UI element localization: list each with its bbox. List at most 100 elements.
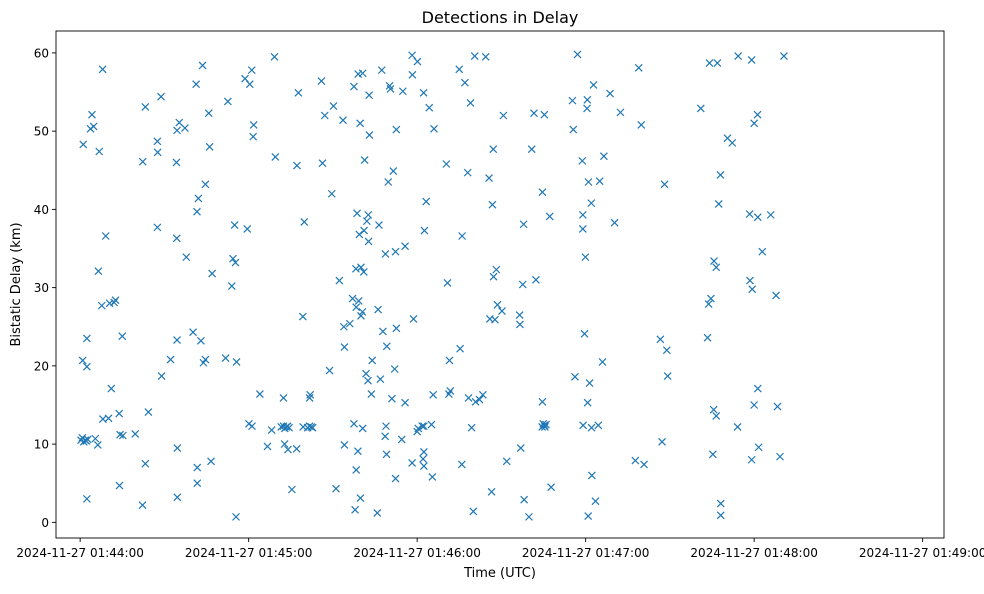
data-point-marker xyxy=(204,109,213,118)
data-point-marker xyxy=(245,80,254,89)
data-point-marker xyxy=(516,320,524,329)
data-point-marker xyxy=(491,315,499,324)
data-point-marker xyxy=(591,497,600,506)
data-point-marker xyxy=(116,430,124,439)
data-point-marker xyxy=(95,147,104,156)
data-point-marker xyxy=(386,84,395,93)
data-point-marker xyxy=(82,362,91,371)
data-point-marker xyxy=(583,398,592,407)
data-point-marker xyxy=(481,52,490,61)
data-point-marker xyxy=(390,365,399,373)
data-point-marker xyxy=(173,444,182,452)
data-point-marker xyxy=(339,322,348,331)
data-point-marker xyxy=(401,398,410,407)
data-point-marker xyxy=(716,171,725,179)
data-point-marker xyxy=(519,220,528,229)
data-point-marker xyxy=(339,116,347,125)
data-point-marker xyxy=(285,423,294,432)
data-point-marker xyxy=(82,494,91,503)
y-tick-label: 10 xyxy=(34,438,49,452)
data-point-marker xyxy=(776,452,784,461)
data-point-marker xyxy=(758,247,767,256)
data-point-marker xyxy=(373,509,382,517)
data-point-marker xyxy=(587,199,596,208)
data-point-marker xyxy=(541,422,549,431)
data-point-marker xyxy=(356,119,365,128)
data-point-marker xyxy=(391,247,400,256)
data-point-marker xyxy=(704,300,713,308)
data-point-marker xyxy=(358,69,367,78)
data-point-marker xyxy=(345,319,354,328)
data-point-marker xyxy=(542,420,550,429)
y-tick-label: 0 xyxy=(41,516,49,530)
data-point-marker xyxy=(138,157,147,166)
data-point-marker xyxy=(270,52,279,61)
data-point-marker xyxy=(493,300,502,309)
data-point-marker xyxy=(305,394,314,402)
data-point-marker xyxy=(516,444,525,452)
data-point-marker xyxy=(409,315,418,323)
data-point-marker xyxy=(498,307,506,316)
data-point-marker xyxy=(637,120,646,129)
x-tick-label: 2024-11-27 01:46:00 xyxy=(353,546,480,560)
data-point-marker xyxy=(713,59,722,68)
x-tick-label: 2024-11-27 01:47:00 xyxy=(522,546,649,560)
data-point-marker xyxy=(397,435,406,444)
x-tick-label: 2024-11-27 01:45:00 xyxy=(185,546,312,560)
y-tick-label: 20 xyxy=(34,359,49,373)
data-point-marker xyxy=(706,294,715,303)
data-point-marker xyxy=(589,81,598,89)
data-point-marker xyxy=(298,312,307,321)
data-point-marker xyxy=(640,460,648,469)
y-tick-label: 60 xyxy=(34,46,49,60)
data-point-marker xyxy=(82,334,91,343)
data-point-marker xyxy=(779,52,788,60)
x-tick-label: 2024-11-27 01:49:00 xyxy=(859,546,984,560)
data-point-marker xyxy=(580,329,589,338)
data-point-marker xyxy=(538,188,547,197)
data-point-marker xyxy=(532,275,540,284)
data-point-marker xyxy=(294,88,303,97)
data-point-marker xyxy=(502,457,511,466)
data-point-marker xyxy=(581,253,590,262)
data-point-marker xyxy=(382,422,390,431)
data-point-marker xyxy=(280,440,289,449)
data-point-marker xyxy=(374,305,383,314)
data-point-marker xyxy=(489,145,498,154)
data-point-marker xyxy=(754,443,763,452)
data-point-marker xyxy=(364,376,372,385)
data-point-marker xyxy=(466,99,475,107)
data-point-marker xyxy=(157,372,166,380)
y-axis-label: Bistatic Delay (km) xyxy=(9,222,24,346)
data-point-marker xyxy=(208,269,217,278)
data-point-marker xyxy=(352,303,361,312)
data-point-marker xyxy=(753,384,762,393)
data-point-marker xyxy=(408,51,417,60)
data-point-marker xyxy=(382,450,391,459)
data-point-marker xyxy=(355,230,364,239)
data-point-marker xyxy=(141,459,150,468)
data-point-marker xyxy=(271,153,280,161)
data-point-marker xyxy=(746,276,754,285)
data-point-marker xyxy=(300,217,309,226)
data-point-marker xyxy=(520,495,529,504)
data-point-marker xyxy=(359,268,368,276)
data-point-marker xyxy=(538,397,547,406)
data-point-marker xyxy=(153,223,162,232)
data-point-marker xyxy=(293,161,301,170)
data-point-marker xyxy=(696,104,705,113)
data-point-marker xyxy=(351,505,360,514)
data-point-marker xyxy=(284,445,292,454)
data-point-marker xyxy=(584,512,593,521)
data-point-marker xyxy=(455,65,464,74)
data-point-marker xyxy=(414,424,423,433)
data-point-marker xyxy=(110,298,119,307)
data-point-marker xyxy=(425,103,434,112)
data-point-marker xyxy=(392,324,401,333)
data-point-marker xyxy=(598,358,607,366)
data-point-marker xyxy=(192,80,201,89)
data-point-marker xyxy=(728,138,737,147)
data-point-marker xyxy=(499,111,508,120)
data-point-marker xyxy=(118,332,127,341)
data-point-marker xyxy=(428,473,437,481)
